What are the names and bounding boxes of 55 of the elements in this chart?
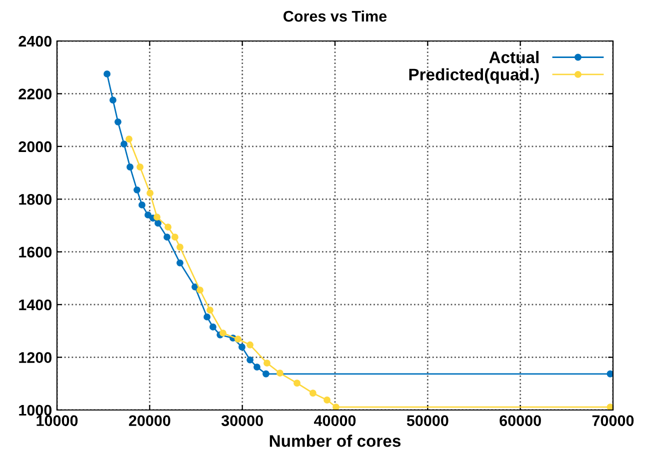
- point: [294, 380, 300, 387]
- point: [154, 220, 162, 227]
- x-tick-label: 60000: [500, 415, 541, 426]
- point: [136, 164, 144, 170]
- point: [171, 234, 178, 241]
- point: [104, 70, 111, 78]
- x-tick-label: 40000: [314, 415, 356, 426]
- legend-label: Predicted(quad.): [409, 68, 539, 84]
- point: [206, 306, 214, 314]
- point: [332, 404, 340, 410]
- point: [114, 118, 122, 126]
- legend-label: Actual: [489, 51, 538, 64]
- point: [120, 140, 128, 148]
- y-tick-label: 1600: [19, 246, 52, 258]
- point: [110, 96, 116, 104]
- point: [164, 224, 172, 231]
- point: [134, 186, 140, 194]
- point: [126, 164, 134, 170]
- y-tick-label: 2400: [18, 36, 52, 47]
- point: [262, 370, 270, 378]
- x-tick-label: 10000: [36, 415, 78, 426]
- point: [276, 370, 284, 377]
- point: [144, 211, 152, 218]
- y-tick-label: 1800: [19, 194, 52, 205]
- x-axis-title: Number of cores: [270, 434, 401, 447]
- y-tick-label: 1000: [19, 404, 52, 416]
- point: [324, 396, 331, 404]
- y-tick-label: 1400: [19, 299, 52, 310]
- point: [234, 336, 242, 343]
- x-tick-label: 30000: [221, 415, 263, 426]
- x-tick-label: 50000: [406, 415, 448, 426]
- point: [606, 370, 613, 378]
- point: [126, 136, 132, 143]
- point: [238, 344, 246, 350]
- point: [246, 356, 254, 364]
- point: [264, 360, 270, 367]
- point: [246, 341, 254, 348]
- y-tick-label: 2200: [18, 88, 52, 100]
- point: [196, 286, 204, 294]
- point: [219, 330, 226, 337]
- point: [209, 324, 216, 330]
- point: [164, 234, 170, 241]
- y-tick-label: 1200: [19, 352, 52, 363]
- x-tick-label: 20000: [128, 415, 170, 426]
- chart-title: Cores vs Time: [284, 10, 387, 22]
- point: [176, 244, 184, 251]
- point: [138, 201, 146, 208]
- point: [146, 190, 154, 197]
- point: [154, 214, 160, 221]
- x-tick-label: 70000: [592, 415, 634, 426]
- point: [204, 313, 210, 320]
- point: [254, 364, 260, 371]
- y-tick-label: 2000: [18, 141, 52, 152]
- point: [176, 259, 184, 266]
- point: [309, 390, 316, 397]
